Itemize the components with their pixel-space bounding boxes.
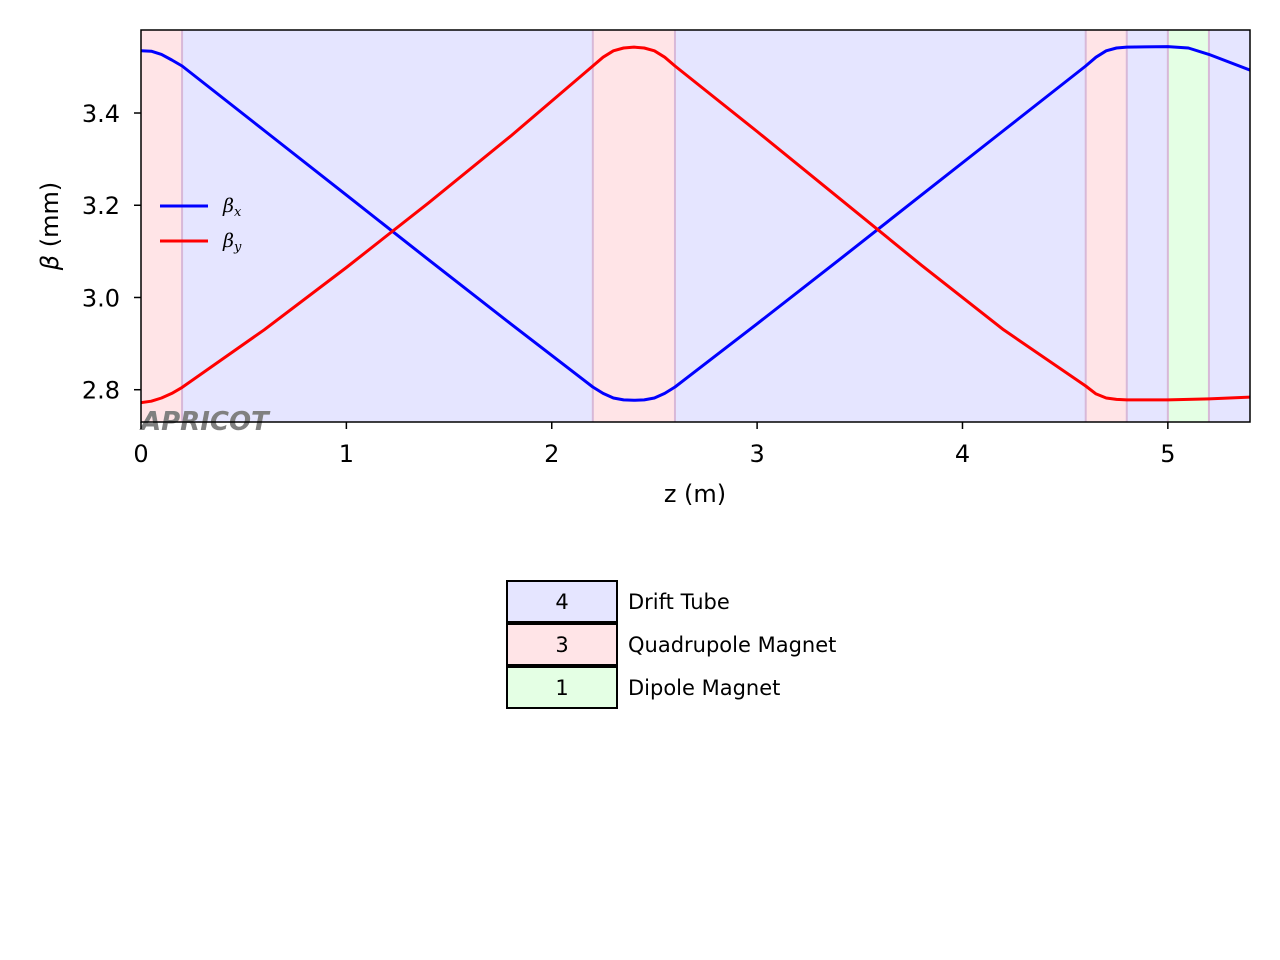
element-count-cell: 1 (506, 666, 618, 709)
x-tick-label: 0 (133, 440, 148, 468)
region-drift-tube (1126, 30, 1168, 422)
element-name-cell: Dipole Magnet (628, 675, 781, 700)
y-tick-label: 3.0 (82, 284, 120, 312)
y-axis-symbol: β (36, 255, 64, 271)
element-row-quadrupole: 3 Quadrupole Magnet (506, 623, 836, 666)
y-axis-label: β (mm) (36, 182, 64, 271)
element-name-cell: Quadrupole Magnet (628, 632, 837, 657)
element-count-cell: 3 (506, 623, 618, 666)
series-line-beta-y (141, 45, 1250, 405)
series-line-beta-x (141, 45, 1250, 402)
y-tick-label: 3.2 (82, 192, 120, 220)
x-tick-label: 4 (955, 440, 970, 468)
x-tick-label: 3 (749, 440, 764, 468)
region-quadrupole-magnet (592, 30, 675, 422)
x-axis-label: z (m) (664, 480, 726, 508)
region-quadrupole-magnet (1085, 30, 1127, 422)
element-name-cell: Drift Tube (628, 589, 730, 614)
element-row-drift-tube: 4 Drift Tube (506, 580, 836, 623)
region-dipole-magnet (1167, 30, 1209, 422)
y-tick-label: 2.8 (82, 377, 120, 405)
y-tick-label: 3.4 (82, 100, 120, 128)
element-count-table: 4 Drift Tube 3 Quadrupole Magnet 1 Dipol… (506, 580, 836, 709)
x-tick-label: 2 (544, 440, 559, 468)
beta-curves (141, 45, 1250, 405)
legend-label-beta-x: βx (222, 195, 242, 220)
plot-frame (140, 29, 1251, 423)
x-axis-ticks: 0 1 2 3 4 5 (133, 422, 1175, 468)
legend: βx βy (160, 195, 242, 255)
element-row-dipole: 1 Dipole Magnet (506, 666, 836, 709)
x-tick-label: 1 (339, 440, 354, 468)
y-axis-unit: (mm) (36, 182, 64, 255)
legend-label-beta-y: βy (222, 230, 242, 255)
x-tick-label: 5 (1160, 440, 1175, 468)
element-regions (141, 30, 1250, 422)
region-quadrupole-magnet (141, 30, 183, 422)
element-count-cell: 4 (506, 580, 618, 623)
y-axis-ticks: 2.8 3.0 3.2 3.4 (82, 100, 141, 405)
region-drift-tube (1208, 30, 1250, 422)
